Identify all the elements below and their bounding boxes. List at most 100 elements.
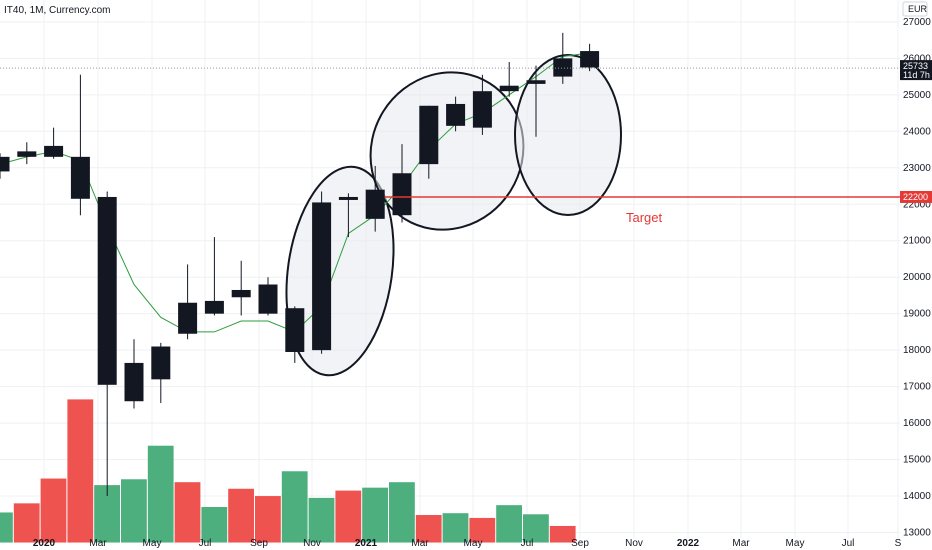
x-tick-label: 2020 (33, 538, 56, 549)
x-tick-label: May (786, 538, 805, 549)
x-axis: 2020 Mar May Jul Sep Nov 2021 Mar May Jul Sep Nov 20… (33, 538, 902, 549)
y-tick-label: 27000 (903, 17, 931, 28)
volume-bar (13, 503, 40, 543)
candle-body (124, 362, 144, 402)
chart-title: IT40, 1M, Currency.com (4, 5, 111, 16)
candle-body (0, 156, 10, 172)
candle-body (526, 80, 546, 84)
candle-body (231, 289, 251, 298)
x-tick-label: Sep (571, 538, 589, 549)
y-tick-label: 15000 (903, 455, 931, 466)
candle[interactable] (312, 191, 332, 354)
candle[interactable] (446, 96, 466, 132)
volume-bar (469, 517, 496, 543)
candle[interactable] (526, 65, 546, 137)
y-tick-label: 18000 (903, 345, 931, 356)
candle[interactable] (553, 32, 573, 84)
current-price-tag: 25733 11d 7h (900, 60, 932, 81)
volume-bar (523, 514, 549, 543)
target-label: Target (626, 210, 663, 225)
volume-bar (228, 488, 254, 543)
candle[interactable] (472, 74, 492, 135)
volume-bar (147, 445, 174, 543)
x-tick-label: Mar (732, 538, 750, 549)
current-price-countdown: 11d 7h (903, 70, 930, 80)
candle[interactable] (17, 142, 37, 165)
candle-body (472, 91, 492, 128)
volume-bar (549, 525, 576, 543)
y-tick-label: 16000 (903, 418, 931, 429)
x-tick-label: Jul (842, 538, 855, 549)
x-tick-label: Mar (411, 538, 429, 549)
target-price-value: 22200 (903, 192, 928, 202)
volume-bar (0, 512, 13, 543)
volume-bar (389, 482, 415, 543)
candle[interactable] (499, 62, 519, 97)
y-tick-label: 19000 (903, 309, 931, 320)
y-tick-label: 23000 (903, 163, 931, 174)
volume-bar (174, 482, 201, 543)
candle[interactable] (70, 74, 90, 216)
candle-body (44, 145, 64, 157)
y-tick-label: 24000 (903, 126, 931, 137)
y-tick-label: 21000 (903, 236, 931, 247)
candle[interactable] (392, 144, 412, 223)
y-tick-label: 17000 (903, 382, 931, 393)
volume-bar (67, 399, 94, 543)
candle[interactable] (97, 191, 117, 497)
y-tick-label: 22000 (903, 199, 931, 210)
candle[interactable] (258, 277, 278, 316)
x-tick-label: Jul (521, 538, 534, 549)
candle-body (553, 58, 573, 77)
currency-button[interactable]: EUR (902, 1, 928, 17)
volume-bar (281, 471, 308, 543)
candle[interactable] (338, 193, 358, 238)
currency-label: EUR (908, 4, 928, 14)
y-tick-label: 20000 (903, 272, 931, 283)
candle-body (365, 189, 385, 219)
candle-body (258, 284, 278, 314)
candle[interactable] (0, 153, 10, 179)
candle-body (70, 156, 90, 199)
y-tick-label: 25000 (903, 90, 931, 101)
candle-body (178, 302, 198, 334)
candle[interactable] (178, 264, 198, 340)
candle-body (338, 196, 358, 200)
volume-bar (335, 490, 362, 543)
candle[interactable] (151, 342, 171, 404)
volume-bar (201, 506, 228, 543)
candle-body (446, 103, 466, 126)
candle[interactable] (124, 339, 144, 409)
candle[interactable] (44, 127, 64, 159)
current-price-value: 25733 (903, 61, 928, 71)
volume-bar (496, 505, 522, 543)
candle[interactable] (365, 165, 385, 232)
x-tick-label: Sep (250, 538, 268, 549)
x-tick-label: Nov (303, 538, 321, 549)
x-tick-label: 2021 (355, 538, 378, 549)
volume-bar (121, 479, 147, 543)
candle-body (419, 105, 439, 165)
candle[interactable] (285, 306, 305, 363)
candle-body (151, 346, 171, 380)
candle-body (97, 196, 117, 385)
ellipse-annotation-3[interactable] (514, 54, 622, 216)
y-axis: 13000 14000 15000 16000 17000 18000 19000 20000… (903, 17, 931, 539)
x-tick-label: Jul (199, 538, 212, 549)
candle-body (392, 173, 412, 216)
candle-body (499, 85, 519, 92)
x-tick-label: Nov (625, 538, 643, 549)
x-tick-label: May (464, 538, 483, 549)
y-tick-label: 13000 (903, 528, 931, 539)
candle[interactable] (580, 43, 600, 72)
volume-bar (40, 478, 67, 543)
candle-body (580, 51, 600, 68)
candle[interactable] (419, 105, 439, 179)
volume-bar (255, 496, 281, 543)
candle[interactable] (231, 260, 251, 316)
volume-bar (415, 515, 442, 543)
target-price-tag: 22200 (900, 190, 932, 203)
candles (0, 32, 600, 497)
candle[interactable] (204, 237, 224, 316)
